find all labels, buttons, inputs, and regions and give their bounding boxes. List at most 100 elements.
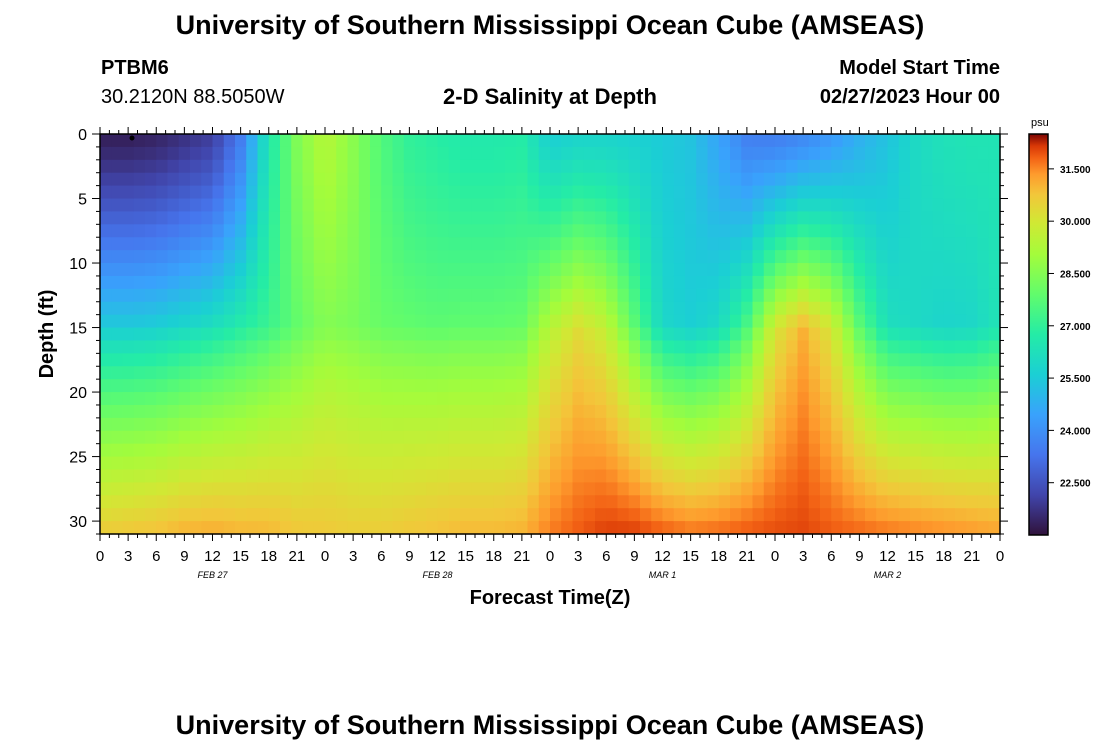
heatmap-cell [932, 301, 945, 316]
heatmap-cell [415, 404, 427, 419]
heatmap-cell [246, 185, 259, 200]
heatmap-cell [482, 430, 495, 445]
heatmap-cell [786, 482, 799, 496]
heatmap-cell [808, 353, 821, 367]
heatmap-cell [797, 237, 810, 251]
heatmap-cell [313, 443, 326, 458]
heatmap-cell [133, 172, 146, 187]
heatmap-cell [212, 134, 225, 148]
heatmap-cell [831, 172, 844, 187]
heatmap-cell [865, 482, 877, 496]
heatmap-cell [797, 508, 810, 522]
heatmap-cell [235, 250, 247, 264]
heatmap-cell [842, 417, 855, 432]
x-tick-label: 21 [964, 548, 981, 565]
heatmap-cell [640, 353, 652, 367]
heatmap-cell [493, 482, 506, 496]
heatmap-cell [527, 134, 540, 148]
heatmap-cell [910, 327, 922, 342]
heatmap-cell [561, 508, 574, 522]
heatmap-cell [752, 237, 765, 251]
heatmap-cell [235, 508, 247, 522]
heatmap-cell [775, 314, 787, 329]
heatmap-cell [505, 482, 517, 496]
heatmap-cell [268, 430, 281, 445]
heatmap-cell [820, 301, 832, 316]
x-tick-label: 15 [232, 548, 249, 565]
heatmap-cell [460, 456, 472, 471]
heatmap-cell [910, 366, 922, 380]
heatmap-cell [752, 250, 765, 264]
heatmap-cell [471, 392, 484, 406]
heatmap-cell [381, 521, 394, 535]
heatmap-cell [212, 301, 225, 316]
heatmap-cell [876, 301, 889, 316]
heatmap-cell [201, 159, 214, 174]
heatmap-cell [302, 250, 315, 264]
heatmap-cell [786, 379, 799, 393]
heatmap-cell [763, 301, 776, 316]
heatmap-cell [257, 521, 270, 535]
heatmap-cell [842, 224, 855, 238]
heatmap-cell [685, 159, 697, 174]
heatmap-cell [403, 443, 416, 458]
heatmap-cell [741, 198, 754, 213]
heatmap-cell [831, 443, 844, 458]
heatmap-cell [392, 417, 405, 432]
heatmap-cell [831, 159, 844, 174]
heatmap-cell [831, 379, 844, 393]
heatmap-cell [640, 146, 652, 161]
heatmap-cell [988, 508, 1001, 522]
heatmap-cell [932, 288, 945, 303]
heatmap-cell [516, 456, 529, 471]
heatmap-cell [572, 159, 585, 174]
heatmap-cell [662, 469, 675, 483]
heatmap-cell [842, 366, 855, 380]
heatmap-cell [853, 469, 866, 483]
heatmap-cell [673, 172, 686, 187]
heatmap-cell [201, 482, 214, 496]
heatmap-cell [235, 314, 247, 329]
heatmap-cell [426, 521, 439, 535]
heatmap-cell [865, 211, 877, 225]
heatmap-cell [853, 521, 866, 535]
heatmap-cell [910, 379, 922, 393]
heatmap-cell [336, 314, 349, 329]
heatmap-cell [302, 443, 315, 458]
heatmap-cell [651, 250, 664, 264]
heatmap-cell [190, 250, 202, 264]
heatmap-cell [358, 146, 371, 161]
heatmap-cell [730, 301, 742, 316]
heatmap-cell [313, 469, 326, 483]
heatmap-cell [786, 146, 799, 161]
heatmap-cell [606, 430, 619, 445]
heatmap-cell [313, 198, 326, 213]
heatmap-cell [696, 392, 709, 406]
heatmap-cell [865, 172, 877, 187]
x-axis-ticks: 0 3 6 9 12 15 18 21 0 3 6 9 12 15 18 21 0 3 6 9 12 15 18 21 0 3 6 9… [96, 127, 1004, 565]
heatmap-cell [212, 250, 225, 264]
heatmap-cell [876, 237, 889, 251]
heatmap-cell [606, 417, 619, 432]
heatmap-cell [482, 263, 495, 277]
heatmap-cell [808, 508, 821, 522]
heatmap-cell [325, 172, 337, 187]
heatmap-cell [752, 340, 765, 354]
heatmap-cell [977, 508, 990, 522]
heatmap-cell [212, 275, 225, 290]
heatmap-cell [741, 508, 754, 522]
heatmap-cell [606, 237, 619, 251]
heatmap-cell [853, 340, 866, 354]
heatmap-cell [403, 392, 416, 406]
heatmap-cell [280, 443, 292, 458]
heatmap-cell [403, 250, 416, 264]
heatmap-cell [122, 379, 135, 393]
heatmap-cell [178, 237, 191, 251]
heatmap-cell [178, 198, 191, 213]
heatmap-cell [223, 456, 236, 471]
heatmap-cell [403, 301, 416, 316]
heatmap-cell [246, 211, 259, 225]
heatmap-cell [977, 198, 990, 213]
heatmap-cell [797, 185, 810, 200]
x-tick-label: 0 [771, 548, 779, 565]
